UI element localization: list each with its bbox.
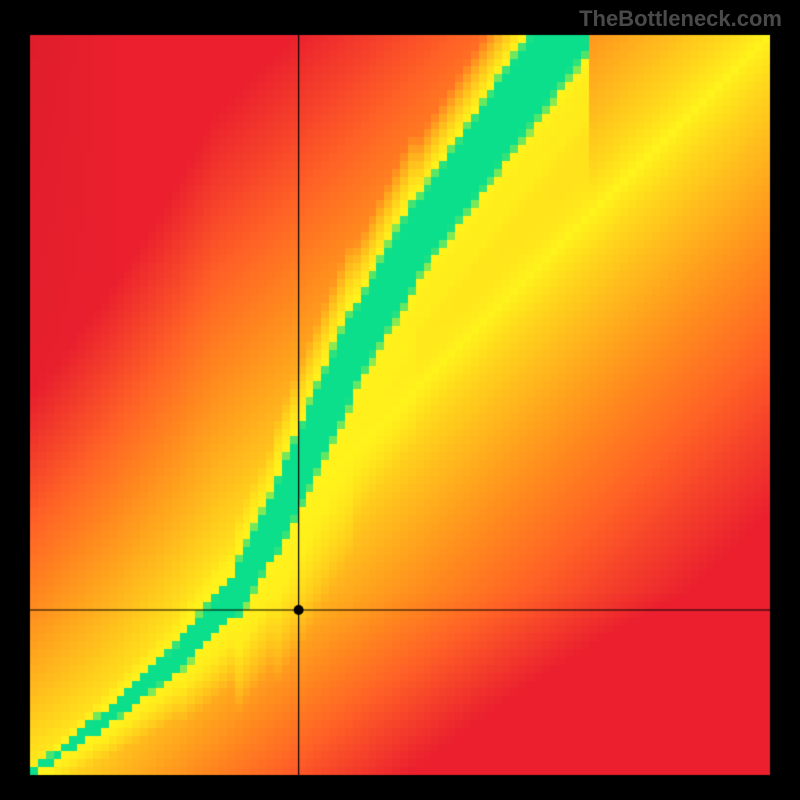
bottleneck-heatmap-canvas	[0, 0, 800, 800]
chart-container: TheBottleneck.com	[0, 0, 800, 800]
watermark-text: TheBottleneck.com	[579, 6, 782, 32]
